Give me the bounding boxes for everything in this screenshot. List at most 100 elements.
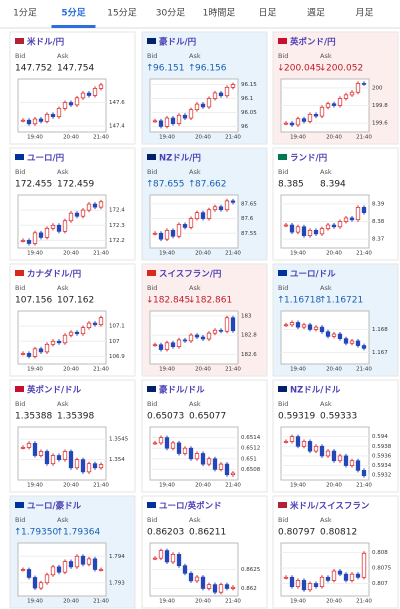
x-tick-label: 20:40	[326, 483, 342, 489]
candle-body	[188, 218, 194, 228]
chart-area	[280, 426, 370, 481]
candle-body	[283, 441, 289, 443]
chart-area	[149, 78, 239, 133]
x-tick-label: 19:40	[290, 367, 306, 373]
candle-body	[361, 470, 367, 477]
flag	[15, 38, 24, 44]
bid-label: Bid	[278, 284, 288, 292]
y-tick-label: 183	[241, 313, 252, 319]
bid-value: 1.16718	[284, 296, 321, 306]
tab[interactable]: 15分足	[107, 8, 136, 19]
candle-body	[194, 103, 200, 111]
candle-body	[224, 87, 230, 97]
candle-body	[32, 442, 38, 456]
candle-body	[307, 229, 313, 236]
candle-body	[325, 331, 331, 337]
ask-value: 96.156	[195, 64, 227, 74]
candle-body	[56, 340, 62, 344]
candle-body	[212, 329, 218, 334]
candle-body	[62, 561, 68, 573]
candle-body	[355, 207, 361, 221]
candle-body	[349, 573, 355, 581]
tab[interactable]: 月足	[355, 8, 373, 19]
candle-body	[26, 119, 32, 125]
tab[interactable]: 30分足	[156, 8, 185, 19]
candle-body	[283, 224, 289, 227]
y-tick-label: 8.37	[372, 237, 385, 243]
x-tick-label: 19:40	[159, 483, 175, 489]
x-tick-label: 20:40	[63, 483, 79, 489]
candle-body	[176, 442, 182, 454]
trend-arrow: ↓	[277, 64, 285, 74]
y-tick-label: 8.39	[372, 201, 385, 207]
tab[interactable]: 1分足	[13, 8, 37, 19]
ask-label: Ask	[57, 400, 69, 408]
candle-body	[20, 240, 26, 242]
flag	[15, 154, 24, 160]
candle-body	[50, 455, 56, 465]
chart-area	[149, 426, 239, 481]
candle-body	[194, 576, 200, 582]
candle-body	[56, 455, 62, 460]
candle-body	[307, 324, 313, 330]
x-tick-label: 21:40	[356, 367, 372, 373]
candle-body	[349, 460, 355, 466]
tab[interactable]: 5分足	[61, 7, 86, 19]
candle-body	[218, 206, 224, 211]
chart-area	[17, 426, 107, 481]
candle-body	[188, 447, 194, 460]
candle-body	[301, 580, 307, 591]
bid-label: Bid	[278, 52, 288, 60]
y-tick-label: 0.5934	[372, 463, 392, 469]
candle-body	[313, 229, 319, 235]
candle-body	[92, 463, 98, 469]
candle-body	[152, 557, 158, 560]
candle-body	[38, 118, 44, 122]
candle-body	[301, 118, 307, 122]
candle-body	[56, 566, 62, 573]
y-tick-label: 0.6512	[241, 446, 260, 452]
candle-body	[68, 102, 74, 106]
bid-label: Bid	[147, 168, 157, 176]
candle-body	[343, 573, 349, 581]
ask-value: 1.35398	[57, 412, 94, 422]
bid-label: Bid	[15, 516, 25, 524]
y-tick-label: 172.2	[109, 238, 125, 244]
candle-body	[86, 203, 92, 211]
candle-body	[230, 200, 236, 203]
candle-body	[313, 113, 319, 117]
candle-body	[206, 209, 212, 219]
candle-body	[98, 84, 104, 89]
ask-value: 200.052	[326, 64, 363, 74]
candle-body	[337, 455, 343, 462]
candle-body	[224, 463, 230, 476]
candle-body	[289, 122, 295, 126]
bid-value: 0.59319	[278, 412, 315, 422]
bid-label: Bid	[147, 284, 157, 292]
x-tick-label: 19:40	[290, 135, 306, 141]
tab[interactable]: 1時間足	[203, 8, 236, 19]
y-tick-label: 0.8075	[372, 565, 392, 571]
candle-body	[283, 122, 289, 125]
tab[interactable]: 週足	[307, 8, 325, 19]
candle-body	[295, 322, 301, 328]
x-tick-label: 20:40	[195, 251, 211, 257]
y-tick-label: 0.5932	[372, 473, 391, 479]
tab[interactable]: 日足	[258, 8, 276, 19]
